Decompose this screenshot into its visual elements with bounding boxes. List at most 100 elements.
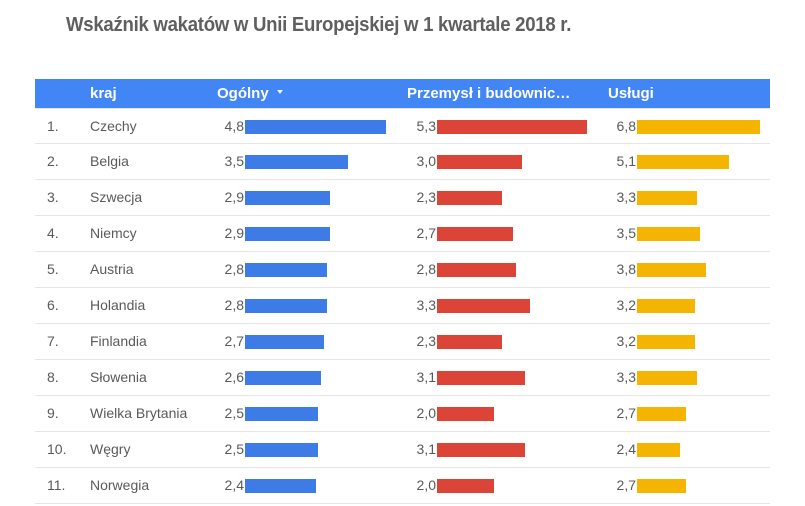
row-overall-value: 2,7 xyxy=(224,333,244,349)
row-overall-value: 2,4 xyxy=(224,477,244,493)
row-services-bar xyxy=(637,299,695,313)
row-services-bar xyxy=(637,371,697,385)
table-row: 8. Słowenia 2,6 3,1 3,3 xyxy=(35,360,770,396)
row-services-value: 6,8 xyxy=(616,118,636,134)
row-country: Norwegia xyxy=(90,477,150,493)
row-rank: 3. xyxy=(47,189,59,205)
row-industry-value: 3,1 xyxy=(416,369,436,385)
row-overall-bar xyxy=(245,371,321,385)
row-country: Czechy xyxy=(90,118,137,134)
row-services-bar xyxy=(637,479,686,493)
row-overall-bar xyxy=(245,443,318,457)
row-overall-value: 2,8 xyxy=(224,297,244,313)
row-overall-bar xyxy=(245,479,316,493)
row-services-bar xyxy=(637,191,697,205)
row-overall-bar xyxy=(245,227,330,241)
row-overall-bar xyxy=(245,191,330,205)
row-overall-value: 4,8 xyxy=(224,118,244,134)
row-rank: 5. xyxy=(47,261,59,277)
row-overall-value: 2,8 xyxy=(224,261,244,277)
row-industry-value: 2,8 xyxy=(416,261,436,277)
table-body: 1. Czechy 4,8 5,3 6,8 2. Belgia 3,5 3,0 5,1 3. Szwe… xyxy=(35,108,770,504)
row-industry-bar xyxy=(437,335,502,349)
column-header-industry[interactable]: Przemysł i budownic… xyxy=(407,85,571,102)
sort-descending-icon xyxy=(276,90,283,95)
row-country: Finlandia xyxy=(90,333,147,349)
row-services-value: 3,3 xyxy=(616,189,636,205)
column-header-overall[interactable]: Ogólny xyxy=(217,79,283,108)
row-services-value: 3,8 xyxy=(616,261,636,277)
row-industry-value: 2,0 xyxy=(416,477,436,493)
row-country: Austria xyxy=(90,261,134,277)
row-rank: 7. xyxy=(47,333,59,349)
row-services-value: 3,5 xyxy=(616,225,636,241)
row-overall-bar xyxy=(245,155,348,169)
row-industry-value: 2,3 xyxy=(416,333,436,349)
row-rank: 2. xyxy=(47,153,59,169)
row-industry-bar xyxy=(437,191,502,205)
table-row: 4. Niemcy 2,9 2,7 3,5 xyxy=(35,216,770,252)
table-row: 2. Belgia 3,5 3,0 5,1 xyxy=(35,144,770,180)
row-overall-value: 2,6 xyxy=(224,369,244,385)
row-services-value: 3,2 xyxy=(616,297,636,313)
row-overall-bar xyxy=(245,263,327,277)
row-services-value: 2,4 xyxy=(616,441,636,457)
table-row: 5. Austria 2,8 2,8 3,8 xyxy=(35,252,770,288)
row-services-bar xyxy=(637,335,695,349)
row-services-value: 3,3 xyxy=(616,369,636,385)
row-services-bar xyxy=(637,443,680,457)
row-overall-value: 2,5 xyxy=(224,405,244,421)
row-country: Niemcy xyxy=(90,225,137,241)
row-industry-value: 2,7 xyxy=(416,225,436,241)
row-industry-value: 3,0 xyxy=(416,153,436,169)
row-country: Wielka Brytania xyxy=(90,405,188,421)
row-overall-value: 2,5 xyxy=(224,441,244,457)
row-overall-value: 2,9 xyxy=(224,189,244,205)
row-services-bar xyxy=(637,263,706,277)
column-header-services[interactable]: Usługi xyxy=(608,85,654,102)
row-industry-bar xyxy=(437,155,522,169)
row-services-bar xyxy=(637,407,686,421)
row-services-bar xyxy=(637,155,729,169)
row-country: Węgry xyxy=(90,441,131,457)
row-industry-bar xyxy=(437,443,525,457)
row-rank: 4. xyxy=(47,225,59,241)
row-rank: 11. xyxy=(47,477,66,493)
row-country: Słowenia xyxy=(90,369,147,385)
row-industry-bar xyxy=(437,263,516,277)
row-country: Szwecja xyxy=(90,189,143,205)
row-services-bar xyxy=(637,120,760,134)
table-row: 3. Szwecja 2,9 2,3 3,3 xyxy=(35,180,770,216)
row-rank: 1. xyxy=(47,118,59,134)
row-industry-value: 2,3 xyxy=(416,189,436,205)
row-overall-value: 2,9 xyxy=(224,225,244,241)
table-row: 1. Czechy 4,8 5,3 6,8 xyxy=(35,108,770,144)
table-row: 7. Finlandia 2,7 2,3 3,2 xyxy=(35,324,770,360)
row-country: Belgia xyxy=(90,153,129,169)
column-header-country[interactable]: kraj xyxy=(90,85,117,102)
row-country: Holandia xyxy=(90,297,146,313)
row-industry-bar xyxy=(437,299,530,313)
row-industry-bar xyxy=(437,120,587,134)
data-table: kraj Ogólny Przemysł i budownic… Usługi … xyxy=(35,79,770,504)
row-industry-value: 3,3 xyxy=(416,297,436,313)
row-services-value: 2,7 xyxy=(616,477,636,493)
chart-title: Wskaźnik wakatów w Unii Europejskiej w 1… xyxy=(66,14,572,36)
table-header: kraj Ogólny Przemysł i budownic… Usługi xyxy=(35,79,770,108)
row-overall-bar xyxy=(245,407,318,421)
row-industry-bar xyxy=(437,371,525,385)
row-industry-value: 5,3 xyxy=(416,118,436,134)
row-overall-bar xyxy=(245,120,386,134)
row-overall-bar xyxy=(245,335,324,349)
row-services-value: 3,2 xyxy=(616,333,636,349)
row-industry-bar xyxy=(437,479,494,493)
table-row: 11. Norwegia 2,4 2,0 2,7 xyxy=(35,468,770,504)
column-header-overall-label: Ogólny xyxy=(217,85,269,102)
row-overall-bar xyxy=(245,299,327,313)
row-overall-value: 3,5 xyxy=(224,153,244,169)
table-row: 6. Holandia 2,8 3,3 3,2 xyxy=(35,288,770,324)
row-industry-value: 2,0 xyxy=(416,405,436,421)
row-rank: 9. xyxy=(47,405,59,421)
row-rank: 6. xyxy=(47,297,59,313)
table-row: 10. Węgry 2,5 3,1 2,4 xyxy=(35,432,770,468)
